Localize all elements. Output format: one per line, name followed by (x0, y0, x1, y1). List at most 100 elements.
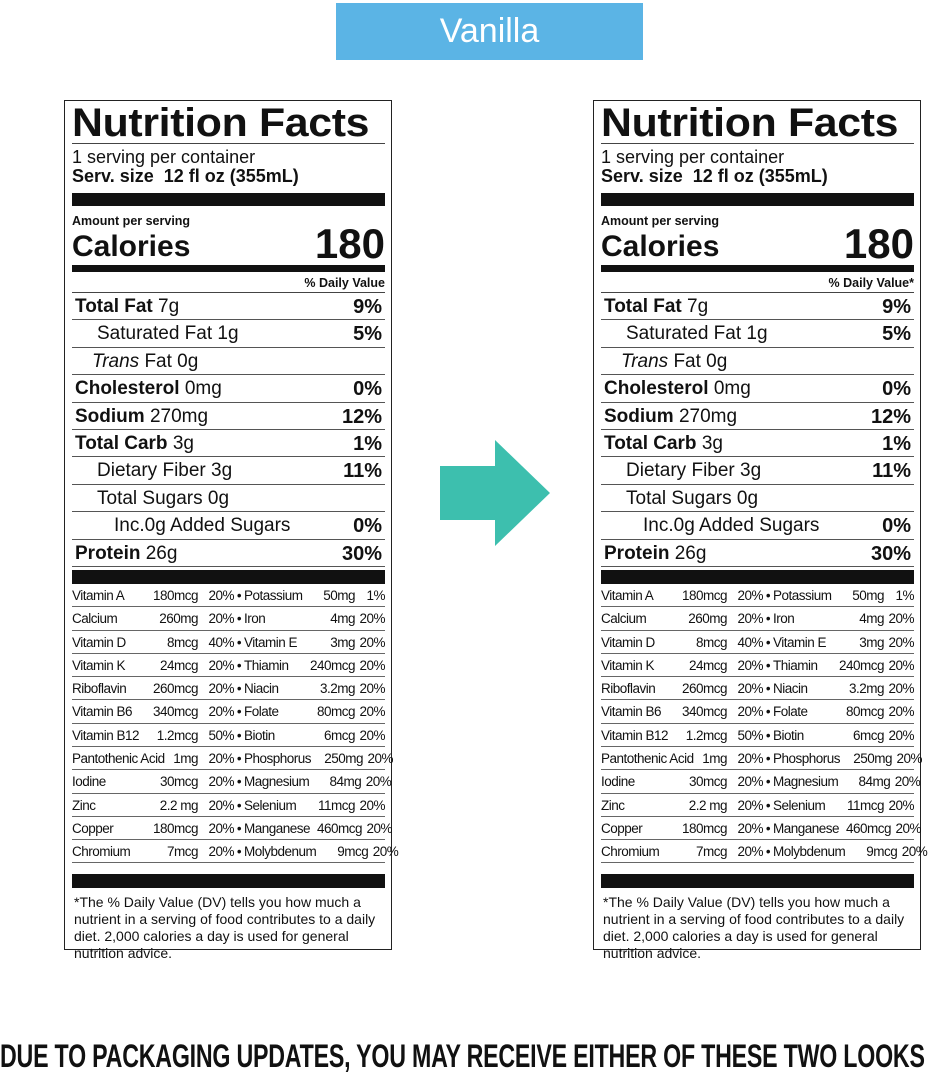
vitamin-daily-value: 20% (208, 774, 234, 790)
vitamin-amount: 24mcg (159, 657, 199, 673)
servings-per-container: 1 serving per container (72, 147, 256, 167)
mineral-daily-value: 20% (359, 657, 385, 673)
vitamin-row: Vitamin B6 340mcg 20% • Folate 80mcg 20% (601, 700, 915, 724)
vitamin-row: Zinc 2.2 mg 20% • Selenium 11mcg 20% (72, 794, 386, 817)
nutrient-row: Protein 26g 30% (601, 540, 914, 567)
mineral-amount: 250mg (853, 750, 893, 766)
mineral-daily-value: 20% (359, 797, 385, 813)
vitamin-row: Pantothenic Acid 1mg 20% • Phosphorus 25… (601, 747, 923, 771)
nutrient-daily-value: 11% (343, 460, 382, 483)
vitamin-amount: 30mcg (159, 774, 199, 790)
nutrient-row: Inc.0g Added Sugars 0% (72, 512, 385, 540)
mineral-name: Magnesium (773, 774, 839, 790)
nutrient-row: Sodium 270mg 12% (72, 403, 385, 430)
vitamin-row: Copper 180mcg 20% • Manganese 460mcg 20% (72, 817, 393, 841)
mineral-amount: 6mcg (323, 727, 356, 743)
mineral-daily-value: 1% (366, 587, 385, 603)
vitamin-daily-value: 20% (737, 820, 763, 836)
bullet-separator: • (236, 750, 242, 766)
vitamin-daily-value: 20% (737, 797, 763, 813)
nutrient-name: Trans (621, 350, 669, 372)
mineral-name: Potassium (244, 587, 303, 603)
nutrient-row: Trans Fat 0g (601, 348, 914, 376)
packaging-notice: DUE TO PACKAGING UPDATES, YOU MAY RECEIV… (0, 1038, 925, 1074)
vitamin-daily-value: 20% (737, 611, 763, 627)
nutrient-row: Total Carb 3g 1% (601, 430, 914, 458)
nutrient-name: Cholesterol (75, 378, 180, 400)
vitamin-daily-value: 50% (737, 727, 763, 743)
vitamin-name: Vitamin A (72, 587, 125, 603)
vitamin-row: Vitamin A 180mcg 20% • Potassium 50mg 1% (72, 584, 386, 608)
nutrient-amount: 3g (701, 432, 723, 454)
calories-value: 180 (843, 220, 914, 267)
mineral-daily-value: 20% (359, 634, 385, 650)
vitamin-daily-value: 20% (208, 657, 234, 673)
bullet-separator: • (236, 820, 242, 836)
thick-divider (601, 569, 914, 584)
vitamin-name: Vitamin K (72, 657, 126, 673)
mineral-name: Folate (244, 704, 279, 720)
nutrient-amount: 26g (145, 542, 178, 564)
vitamin-name: Iodine (601, 774, 635, 790)
vitamin-daily-value: 20% (737, 681, 763, 697)
mineral-daily-value: 20% (359, 704, 385, 720)
vitamin-amount: 180mcg (152, 820, 199, 836)
mineral-name: Phosphorus (773, 750, 841, 766)
vitamin-amount: 8mcg (695, 634, 728, 650)
mineral-daily-value: 20% (888, 704, 914, 720)
vitamin-name: Vitamin A (601, 587, 654, 603)
bullet-separator: • (236, 611, 242, 627)
mineral-amount: 9mcg (337, 844, 369, 860)
vitamin-row: Riboflavin 260mcg 20% • Niacin 3.2mg 20% (72, 677, 386, 701)
mineral-name: Iron (244, 611, 266, 627)
vitamin-amount: 1mg (702, 750, 727, 766)
vitamin-daily-value: 20% (208, 587, 234, 603)
nutrient-daily-value: 5% (353, 323, 382, 346)
nutrient-name: Dietary Fiber (626, 460, 735, 482)
vitamin-name: Vitamin B6 (601, 704, 662, 720)
nutrient-amount: 0g (207, 487, 230, 509)
vitamin-amount: 340mcg (152, 704, 199, 720)
vitamin-name: Vitamin B12 (601, 727, 669, 743)
vitamin-name: Vitamin D (72, 634, 126, 650)
vitamin-name: Vitamin K (601, 657, 655, 673)
bullet-separator: • (236, 727, 242, 743)
nutrient-daily-value: 1% (353, 432, 382, 455)
vitamin-amount: 1.2mcg (685, 727, 728, 743)
nutrient-amount: 0mg (184, 378, 222, 400)
nutrient-daily-value: 1% (882, 432, 911, 455)
vitamin-name: Pantothenic Acid (601, 750, 694, 766)
vitamin-name: Vitamin D (601, 634, 655, 650)
vitamin-daily-value: 20% (208, 750, 234, 766)
vitamin-daily-value: 20% (737, 774, 763, 790)
vitamin-name: Riboflavin (601, 681, 656, 697)
vitamin-row: Vitamin B12 1.2mcg 50% • Biotin 6mcg 20% (72, 724, 386, 747)
vitamin-amount: 30mcg (688, 774, 728, 790)
vitamin-daily-value: 20% (208, 611, 234, 627)
bullet-separator: • (765, 587, 771, 603)
nutrient-amount: 7g (158, 296, 180, 317)
mineral-daily-value: 20% (901, 844, 928, 860)
vitamin-row: Vitamin D 8mcg 40% • Vitamin E 3mg 20% (601, 631, 915, 654)
vitamin-row: Pantothenic Acid 1mg 20% • Phosphorus 25… (72, 747, 394, 771)
vitamin-daily-value: 20% (737, 657, 763, 673)
mineral-name: Folate (773, 704, 808, 720)
bullet-separator: • (765, 844, 771, 860)
nutrient-amount: 270mg (678, 405, 738, 427)
mineral-amount: 3mg (330, 634, 355, 650)
nutrient-row: Trans Fat 0g (72, 348, 385, 376)
right-arrow-icon (440, 440, 550, 546)
nutrient-name: Trans (92, 350, 140, 372)
mineral-name: Manganese (244, 820, 311, 836)
mineral-amount: 84mg (329, 774, 362, 790)
vitamin-name: Calcium (601, 611, 647, 627)
mineral-name: Molybdenum (773, 844, 846, 860)
mineral-daily-value: 20% (888, 681, 914, 697)
nutrient-amount: 7g (687, 296, 709, 317)
bullet-separator: • (765, 797, 771, 813)
mineral-name: Phosphorus (244, 750, 312, 766)
thick-divider (72, 569, 385, 584)
nutrient-row: Saturated Fat 1g 5% (601, 320, 914, 348)
divider (72, 143, 385, 144)
mineral-amount: 4mg (330, 611, 355, 627)
